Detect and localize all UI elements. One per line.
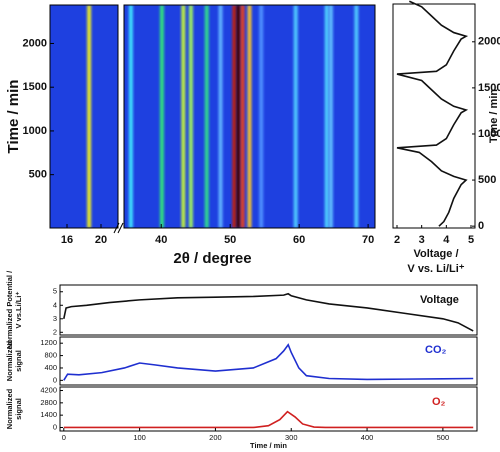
peak [188, 5, 193, 228]
peak [236, 5, 241, 228]
x-axis-label: V vs. Li/Li⁺ [407, 263, 464, 275]
y-tick-label: 4200 [40, 386, 57, 395]
y-tick-label: 1500 [23, 81, 47, 93]
voltage-profile [396, 0, 469, 227]
y-tick-label: 4 [53, 300, 57, 309]
y-tick-label: 2 [53, 327, 57, 336]
y-axis-label: V vs.Li/Li⁺ [14, 292, 23, 329]
frame [59, 284, 478, 336]
y-tick-label: 2000 [23, 37, 47, 49]
y-tick-label: 3 [53, 314, 57, 323]
y-tick-label: 1500 [478, 82, 500, 94]
y-axis-label: Time / min [5, 80, 22, 154]
peak [232, 5, 237, 228]
y-tick-label: 500 [478, 174, 496, 186]
x-tick-label: 5 [468, 234, 474, 246]
peak [128, 5, 133, 228]
heatmap-bg [50, 5, 118, 228]
x-tick-label: 60 [293, 234, 305, 246]
peak [159, 5, 164, 228]
y-axis-label: Normalized [5, 388, 14, 429]
peak [218, 5, 223, 228]
x-axis-label: Voltage / [413, 248, 458, 260]
x-tick-label: 500 [437, 433, 450, 442]
x-tick-label: 400 [361, 433, 374, 442]
y-tick-label: 1200 [40, 338, 57, 347]
series-label: Voltage [420, 294, 459, 306]
y-axis-label: signal [14, 398, 23, 420]
y-axis-label: Time / min [488, 89, 500, 143]
y-tick-label: 0 [478, 220, 484, 232]
y-tick-label: 1000 [478, 128, 500, 140]
peak [328, 5, 333, 228]
y-tick-label: 0 [53, 375, 57, 384]
x-tick-label: 100 [133, 433, 146, 442]
y-tick-label: 0 [53, 422, 57, 431]
x-tick-label: 4 [443, 234, 450, 246]
y-tick-label: 2000 [478, 36, 500, 48]
series-label: CO₂ [425, 344, 447, 356]
x-tick-label: 0 [62, 433, 66, 442]
y-tick-label: 5 [53, 287, 57, 296]
series-line [63, 292, 474, 332]
peak [181, 5, 186, 228]
peak [87, 5, 92, 228]
x-tick-label: 300 [285, 433, 298, 442]
x-axis-label: Time / min [250, 441, 287, 450]
series-line [63, 343, 474, 381]
frame [392, 3, 476, 229]
frame [59, 386, 478, 432]
x-axis-label: 2θ / degree [173, 250, 251, 267]
y-tick-label: 400 [44, 363, 57, 372]
y-tick-label: 1400 [40, 410, 57, 419]
peak [204, 5, 209, 228]
peak [354, 5, 359, 228]
x-tick-label: 40 [155, 234, 167, 246]
y-axis-label: Normalized Potential / [5, 270, 14, 349]
series-line [63, 410, 474, 429]
x-tick-label: 20 [95, 234, 107, 246]
x-tick-label: 16 [61, 234, 73, 246]
frame [49, 4, 119, 229]
x-tick-label: 3 [419, 234, 425, 246]
y-axis-label: Normalized [5, 340, 14, 381]
peak [293, 5, 298, 228]
x-tick-label: 200 [209, 433, 222, 442]
peak [247, 5, 252, 228]
peak [324, 5, 329, 228]
peak [259, 5, 264, 228]
peak [240, 5, 245, 228]
y-axis-label: signal [14, 350, 23, 372]
y-tick-label: 800 [44, 351, 57, 360]
y-tick-label: 1000 [23, 125, 47, 137]
series-label: O₂ [432, 396, 446, 408]
axis-break [113, 222, 124, 234]
x-tick-label: 70 [362, 234, 374, 246]
y-tick-label: 2800 [40, 398, 57, 407]
y-tick-label: 500 [29, 169, 47, 181]
x-tick-label: 50 [224, 234, 236, 246]
frame [123, 4, 376, 229]
x-tick-label: 2 [394, 234, 400, 246]
